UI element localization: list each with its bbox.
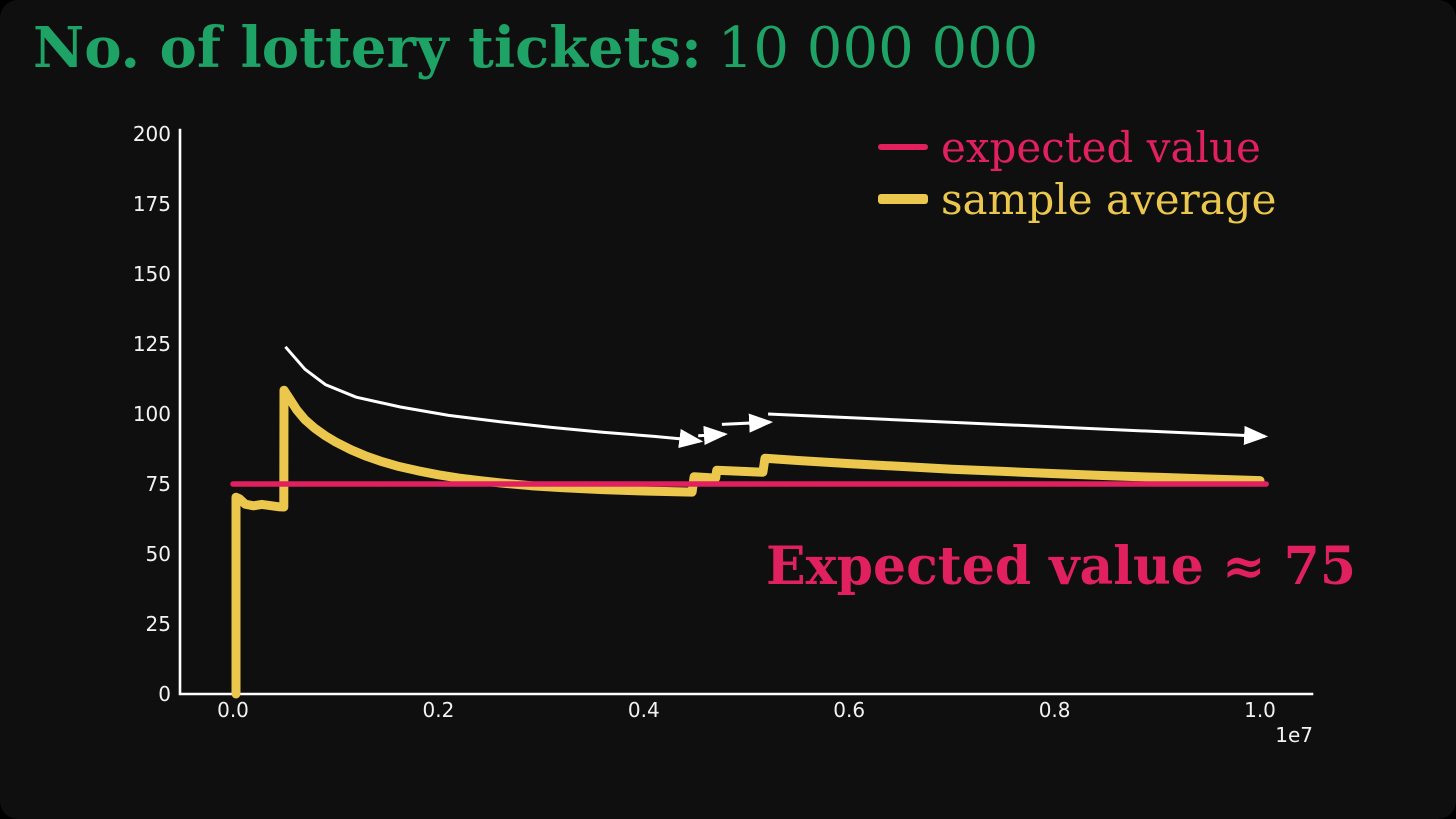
step-arrow-2: [721, 413, 774, 433]
y-tick-label: 200: [133, 122, 171, 146]
y-tick-label: 175: [133, 192, 171, 216]
title-value: 10 000 000: [717, 16, 1039, 81]
y-tick-label: 25: [146, 612, 171, 636]
x-tick-label: 0.4: [628, 698, 660, 722]
y-tick-label: 125: [133, 332, 171, 356]
y-tick-label: 100: [133, 402, 171, 426]
y-tick-label: 150: [133, 262, 171, 286]
y-tick-label: 50: [146, 542, 171, 566]
axes: [178, 128, 1314, 696]
step-arrow-1: [698, 425, 728, 446]
title-label: No. of lottery tickets:: [33, 15, 702, 81]
decay-arrow-2: [768, 412, 1269, 446]
legend-item-sample-average: sample average: [878, 173, 1276, 225]
sample-average-line-swatch-icon: [878, 194, 928, 204]
x-tick-label: 0.6: [833, 698, 865, 722]
legend: expected value sample average: [878, 121, 1276, 225]
legend-label-sample-average: sample average: [941, 174, 1277, 224]
decay-arrow-1: [284, 345, 704, 449]
x-tick-label: 1.0: [1244, 698, 1276, 722]
legend-label-expected-value: expected value: [941, 122, 1261, 172]
x-tick-label: 0.2: [422, 698, 454, 722]
expected-value-annotation: Expected value ≈ 75: [766, 536, 1357, 597]
page-title: No. of lottery tickets: 10 000 000: [33, 16, 1038, 81]
x-axis-offset-label: 1e7: [1275, 723, 1313, 747]
y-tick-label: 0: [158, 682, 171, 706]
x-tick-label: 0.8: [1039, 698, 1071, 722]
legend-item-expected-value: expected value: [878, 121, 1276, 173]
x-tick-label: 0.0: [217, 698, 249, 722]
expected-value-line-swatch-icon: [878, 144, 928, 150]
series-sample-average: [231, 385, 1265, 699]
y-tick-label: 75: [146, 472, 171, 496]
